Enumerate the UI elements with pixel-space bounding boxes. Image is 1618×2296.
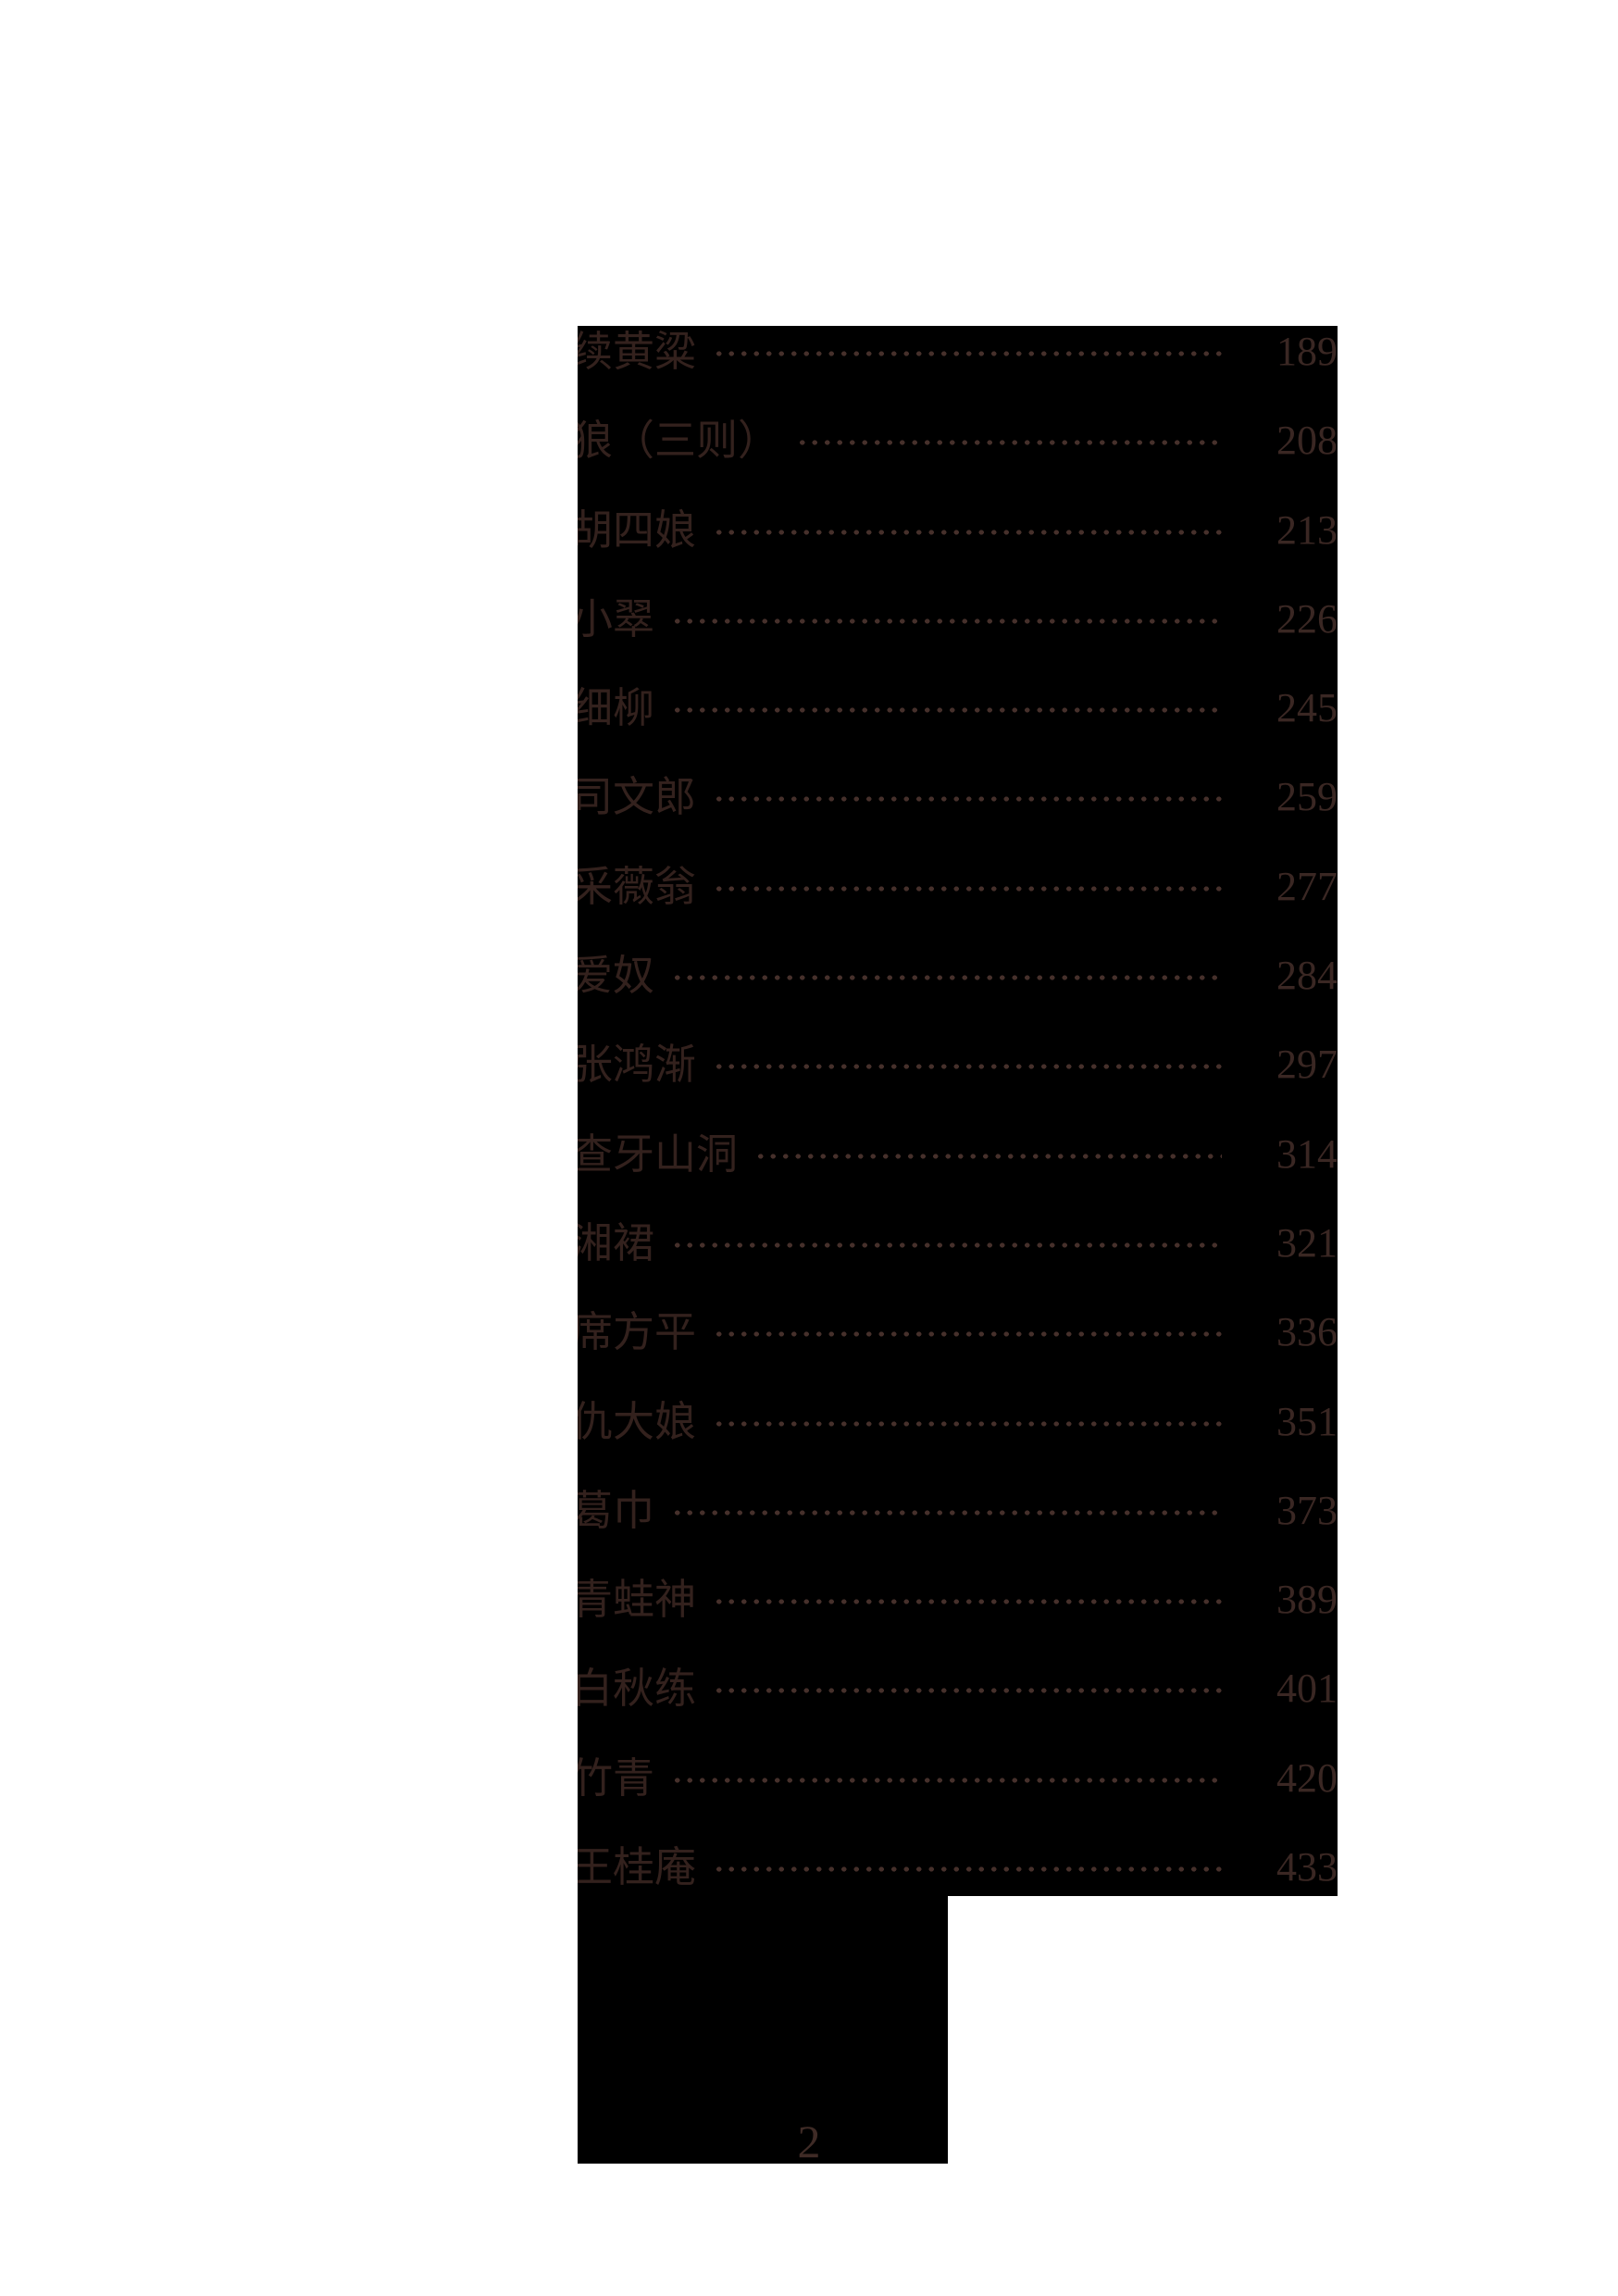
toc-entry-page-number: 226 [1276,595,1338,642]
dot-leader [671,705,1222,717]
dot-leader [713,1685,1222,1697]
toc-entry-title: 狼（三则） [578,418,780,465]
toc-entry-page-number: 401 [1276,1666,1338,1712]
dot-leader [671,972,1222,984]
dot-leader [671,615,1222,627]
toc-entry-title: 爱奴 [578,953,655,1000]
toc-entry-title: 湘裙 [578,1219,655,1267]
toc-entry-title: 王桂庵 [578,1844,697,1891]
toc-entry-page-number: 208 [1276,418,1338,464]
dot-leader [713,1061,1222,1073]
dot-leader [754,1150,1222,1162]
toc-entry-page-number: 321 [1276,1219,1338,1266]
dot-leader [671,1774,1222,1786]
toc-row: 仇大娘 351 [578,1398,1338,1445]
toc-row: 青蛙神 389 [578,1577,1338,1624]
content-panel: 续黄粱 189 狼（三则） 208 胡四娘 213 小翠 226 细柳 [578,326,1338,1896]
toc-row: 王桂庵 433 [578,1845,1338,1890]
toc-entry-title: 白秋练 [578,1666,697,1713]
toc-row: 小翠 226 [578,595,1338,643]
toc-entry-title: 司文郎 [578,774,697,821]
toc-entry-page-number: 373 [1276,1487,1338,1533]
dot-leader [713,1417,1222,1429]
content-panel-extension [578,1896,948,2164]
toc-entry-page-number: 351 [1276,1398,1338,1444]
toc-entry-title: 续黄粱 [578,329,697,375]
dot-leader [671,1239,1222,1251]
toc-entry-page-number: 259 [1276,774,1338,820]
toc-entry-title: 张鸿渐 [578,1042,697,1089]
toc-entry-title: 席方平 [578,1309,697,1356]
toc-entry-title: 采薇翁 [578,863,697,910]
dot-leader [713,348,1222,359]
toc-row: 采薇翁 277 [578,863,1338,910]
toc-entry-page-number: 389 [1276,1577,1338,1623]
toc-entry-title: 查牙山洞 [578,1130,739,1178]
dot-leader [713,1864,1222,1876]
toc-entry-page-number: 297 [1276,1042,1338,1088]
dot-leader [671,1506,1222,1518]
toc-entry-page-number: 213 [1276,506,1338,553]
toc-row: 张鸿渐 297 [578,1042,1338,1089]
toc-row: 葛巾 373 [578,1487,1338,1534]
dot-leader [713,1596,1222,1608]
toc-entry-page-number: 245 [1276,685,1338,731]
toc-row: 续黄粱 189 [578,329,1338,375]
dot-leader [713,793,1222,805]
dot-leader [713,1329,1222,1341]
toc-entry-title: 小翠 [578,595,655,643]
toc-entry-page-number: 433 [1276,1844,1338,1890]
toc-list: 续黄粱 189 狼（三则） 208 胡四娘 213 小翠 226 细柳 [578,330,1338,1890]
dot-leader [796,437,1222,449]
toc-entry-page-number: 284 [1276,953,1338,999]
toc-row: 白秋练 401 [578,1666,1338,1713]
toc-entry-page-number: 277 [1276,863,1338,909]
dot-leader [713,882,1222,894]
toc-entry-title: 葛巾 [578,1487,655,1534]
toc-entry-page-number: 314 [1276,1130,1338,1177]
toc-entry-title: 青蛙神 [578,1577,697,1624]
toc-entry-title: 细柳 [578,685,655,732]
toc-row: 胡四娘 213 [578,506,1338,554]
toc-row: 狼（三则） 208 [578,418,1338,465]
toc-row: 席方平 336 [578,1309,1338,1356]
toc-row: 竹青 420 [578,1754,1338,1802]
toc-entry-page-number: 336 [1276,1309,1338,1355]
toc-entry-title: 仇大娘 [578,1398,697,1445]
toc-entry-title: 竹青 [578,1754,655,1802]
toc-entry-page-number: 189 [1276,329,1338,374]
toc-row: 湘裙 321 [578,1219,1338,1267]
toc-entry-title: 胡四娘 [578,506,697,554]
toc-entry-page-number: 420 [1276,1754,1338,1801]
dot-leader [713,526,1222,538]
toc-row: 司文郎 259 [578,774,1338,821]
page-footer-number: 2 [797,2115,821,2167]
toc-row: 查牙山洞 314 [578,1130,1338,1178]
toc-row: 细柳 245 [578,685,1338,732]
toc-row: 爱奴 284 [578,953,1338,1000]
